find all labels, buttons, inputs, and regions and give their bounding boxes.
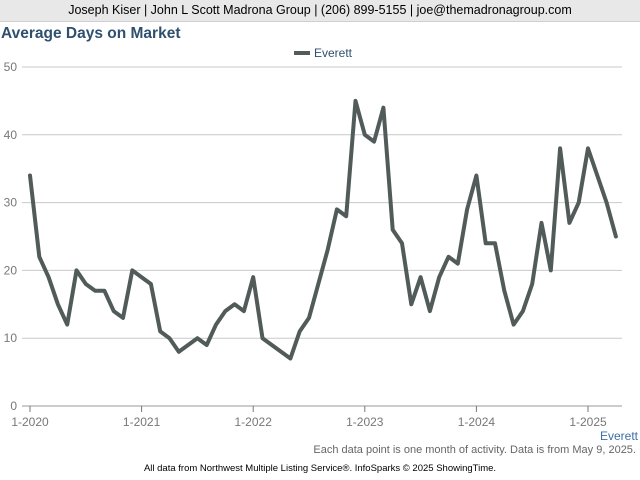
y-tick-label-4: 40 [4,128,18,142]
y-tick-label-5: 50 [4,60,18,74]
series-line-everett [28,98,618,361]
chart-title: Average Days on Market [1,25,181,42]
legend-swatch-everett [294,51,310,55]
data-footnote: Each data point is one month of activity… [313,444,636,456]
x-tick-label-4: 1-2024 [458,415,496,429]
x-tick-label-0: 1-2020 [11,415,49,429]
series-end-label: Everett [599,429,638,443]
y-tick-label-2: 20 [4,263,18,277]
y-tick-label-3: 30 [4,196,18,210]
x-tick-label-5: 1-2025 [569,415,607,429]
legend-label-everett: Everett [314,46,353,60]
data-credit: All data from Northwest Multiple Listing… [143,463,497,474]
y-tick-label-1: 10 [4,331,18,345]
contact-banner: Joseph Kiser | John L Scott Madrona Grou… [0,0,640,22]
x-tick-label-1: 1-2021 [123,415,161,429]
y-tick-label-0: 0 [10,399,17,413]
chart-legend: Everett [294,45,352,61]
x-tick-label-2: 1-2022 [235,415,273,429]
x-tick-label-3: 1-2023 [346,415,384,429]
